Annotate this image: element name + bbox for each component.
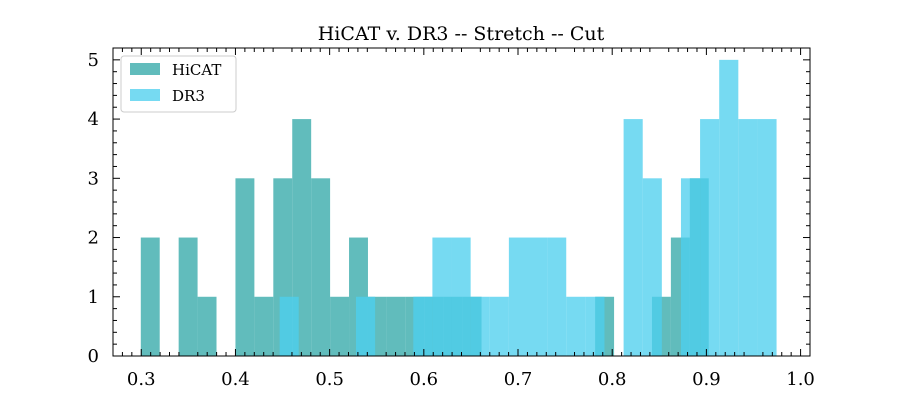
legend-label-hicat: HiCAT [172, 61, 221, 79]
bar-dr3 [508, 237, 528, 356]
x-tick-label: 1.0 [786, 369, 815, 390]
bar-dr3 [719, 59, 739, 356]
y-tick-label: 5 [88, 50, 99, 71]
bar-hicat [311, 178, 331, 356]
bar-hicat [197, 296, 217, 356]
x-tick-label: 0.9 [692, 369, 721, 390]
x-tick-label: 0.3 [127, 369, 156, 390]
bar-hicat [178, 237, 198, 356]
y-tick-label: 1 [88, 287, 99, 308]
bar-hicat [235, 178, 255, 356]
y-tick-label: 2 [88, 228, 99, 249]
legend-swatch-dr3 [130, 89, 160, 101]
bar-dr3 [566, 296, 586, 356]
bars-layer [140, 59, 777, 356]
axis-ticks [113, 47, 810, 357]
bar-hicat [254, 296, 274, 356]
legend-label-dr3: DR3 [172, 87, 205, 105]
legend: HiCAT DR3 [120, 55, 237, 113]
bar-hicat [330, 296, 350, 356]
bar-dr3 [279, 296, 299, 356]
x-tick-label: 0.6 [410, 369, 439, 390]
bar-dr3 [470, 296, 490, 356]
bar-dr3 [585, 296, 605, 356]
bar-dr3 [642, 178, 662, 356]
bar-dr3 [738, 119, 758, 356]
bar-dr3 [623, 119, 643, 356]
bar-dr3 [700, 119, 720, 356]
bar-dr3 [547, 237, 567, 356]
bar-dr3 [680, 178, 701, 356]
bar-dr3 [451, 237, 471, 356]
y-tick-label: 4 [88, 109, 99, 130]
bar-dr3 [489, 296, 509, 356]
bar-dr3 [356, 296, 376, 356]
y-tick-label: 0 [88, 346, 99, 367]
x-tick-label: 0.4 [221, 369, 250, 390]
x-tick-label: 0.8 [598, 369, 627, 390]
legend-swatch-hicat [130, 63, 160, 75]
axis-tick-labels: 0.3 0.4 0.5 0.6 0.7 0.8 0.9 1.0 0 1 2 3 4 5 [88, 50, 815, 390]
y-tick-label: 3 [88, 168, 99, 189]
x-tick-label: 0.7 [504, 369, 533, 390]
bar-dr3 [413, 296, 433, 356]
chart-title: HiCAT v. DR3 -- Stretch -- Cut [318, 23, 605, 45]
bar-hicat [140, 237, 160, 356]
bar-dr3 [528, 237, 548, 356]
bar-hicat [386, 296, 406, 356]
bar-dr3 [432, 237, 452, 356]
bar-dr3 [757, 119, 777, 356]
x-tick-label: 0.5 [315, 369, 344, 390]
